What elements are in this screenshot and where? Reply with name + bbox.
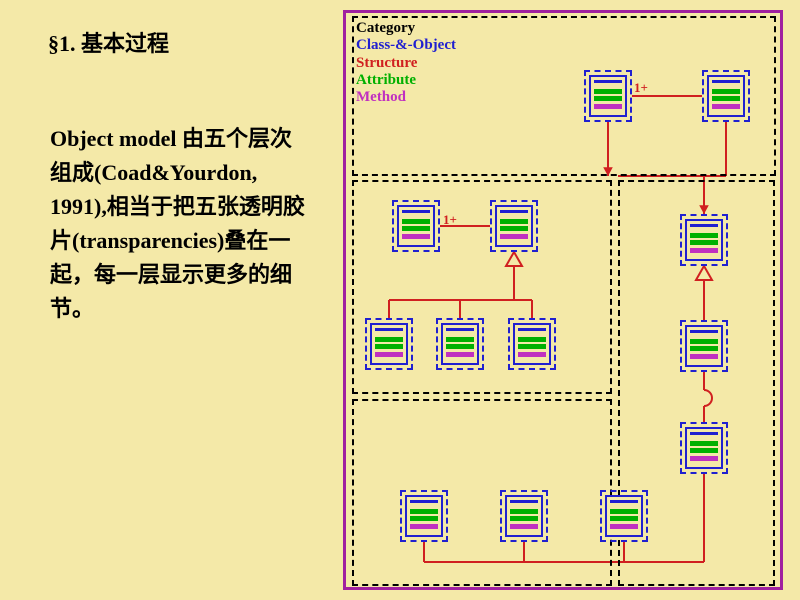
class-object: [500, 490, 548, 542]
category-box: [352, 399, 612, 586]
class-object: [680, 422, 728, 474]
class-object: [584, 70, 632, 122]
class-object: [365, 318, 413, 370]
class-object: [680, 320, 728, 372]
cardinality-label: 1+: [443, 212, 457, 228]
class-object: [508, 318, 556, 370]
class-object: [702, 70, 750, 122]
class-object: [436, 318, 484, 370]
class-object: [600, 490, 648, 542]
class-object: [490, 200, 538, 252]
class-object: [392, 200, 440, 252]
cardinality-label: 1+: [634, 80, 648, 96]
class-object: [680, 214, 728, 266]
description-text: Object model 由五个层次组成(Coad&Yourdon, 1991)…: [50, 122, 305, 327]
section-heading: §1. 基本过程: [48, 26, 169, 58]
class-object: [400, 490, 448, 542]
